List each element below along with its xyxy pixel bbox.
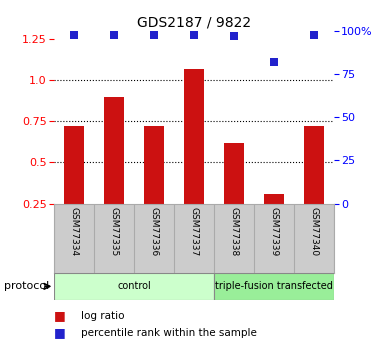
Text: protocol: protocol bbox=[4, 282, 49, 291]
Text: ■: ■ bbox=[54, 326, 66, 339]
Text: triple-fusion transfected: triple-fusion transfected bbox=[215, 282, 333, 291]
Point bbox=[71, 32, 77, 37]
Point bbox=[271, 59, 277, 65]
Text: GSM77334: GSM77334 bbox=[70, 207, 79, 256]
Bar bbox=[104, 97, 124, 204]
Point bbox=[151, 32, 157, 37]
Bar bbox=[224, 143, 244, 204]
Text: GSM77339: GSM77339 bbox=[269, 207, 278, 256]
Bar bbox=[64, 126, 84, 204]
Text: control: control bbox=[117, 282, 151, 291]
Text: GSM77338: GSM77338 bbox=[229, 207, 238, 256]
Point bbox=[231, 33, 237, 39]
Bar bbox=[184, 69, 204, 204]
Bar bbox=[214, 273, 334, 300]
Title: GDS2187 / 9822: GDS2187 / 9822 bbox=[137, 16, 251, 30]
Bar bbox=[54, 273, 214, 300]
Point bbox=[191, 32, 197, 37]
Text: GSM77335: GSM77335 bbox=[110, 207, 119, 256]
Text: GSM77336: GSM77336 bbox=[150, 207, 159, 256]
Bar bbox=[144, 126, 164, 204]
Point bbox=[111, 32, 117, 37]
Text: ■: ■ bbox=[54, 309, 66, 322]
Text: GSM77340: GSM77340 bbox=[309, 207, 318, 256]
Text: GSM77337: GSM77337 bbox=[189, 207, 199, 256]
Point bbox=[311, 32, 317, 37]
Bar bbox=[264, 194, 284, 204]
Text: log ratio: log ratio bbox=[81, 311, 125, 321]
Text: percentile rank within the sample: percentile rank within the sample bbox=[81, 328, 257, 338]
Bar bbox=[304, 126, 324, 204]
